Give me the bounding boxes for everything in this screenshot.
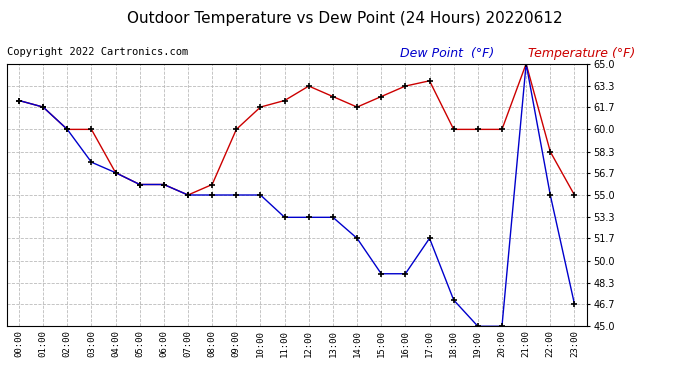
Text: Copyright 2022 Cartronics.com: Copyright 2022 Cartronics.com (7, 47, 188, 57)
Text: Outdoor Temperature vs Dew Point (24 Hours) 20220612: Outdoor Temperature vs Dew Point (24 Hou… (127, 11, 563, 26)
Text: Dew Point  (°F): Dew Point (°F) (400, 47, 495, 60)
Text: Temperature (°F): Temperature (°F) (528, 47, 635, 60)
